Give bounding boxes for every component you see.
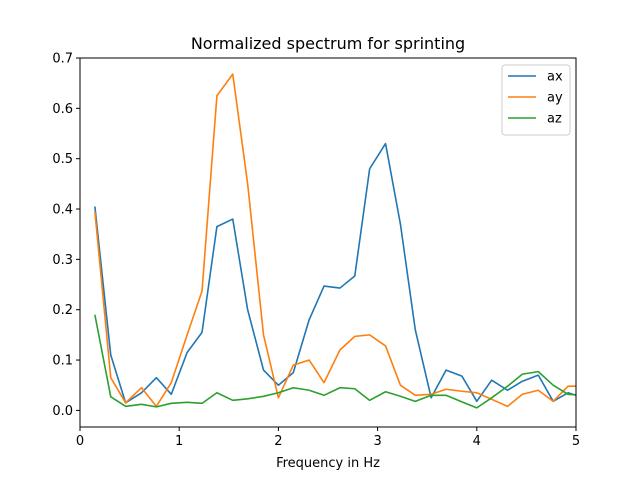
plot-frame (79, 57, 577, 428)
x-axis: 0 1 2 3 4 5 (76, 427, 580, 449)
x-tick-label: 3 (373, 434, 381, 449)
legend-label-ay: ay (547, 91, 563, 106)
x-tick-label: 4 (473, 434, 481, 449)
x-tick-label: 0 (76, 434, 84, 449)
y-tick-label: 0.5 (52, 152, 73, 167)
y-tick-label: 0.4 (52, 203, 73, 218)
series-line-ax (94, 142, 576, 404)
y-tick-label: 0.7 (52, 52, 73, 67)
y-tick-label: 0.1 (52, 354, 73, 369)
y-axis: 0.0 0.1 0.2 0.3 0.4 0.5 0.6 0.7 (52, 52, 80, 419)
series-line-az (94, 314, 576, 409)
legend-label-az: az (547, 112, 562, 127)
x-tick-label: 1 (175, 434, 183, 449)
y-tick-label: 0.3 (52, 253, 73, 268)
series-line-ay (94, 73, 576, 408)
x-tick-label: 5 (572, 434, 580, 449)
x-tick-label: 2 (274, 434, 282, 449)
plot-lines (94, 73, 576, 409)
y-tick-label: 0.0 (52, 404, 73, 419)
x-axis-title: Frequency in Hz (276, 456, 380, 471)
legend-label-ax: ax (547, 70, 563, 85)
y-tick-label: 0.6 (52, 102, 73, 117)
chart-title: Normalized spectrum for sprinting (191, 34, 465, 53)
legend: ax ay az (501, 64, 571, 136)
y-tick-label: 0.2 (52, 303, 73, 318)
